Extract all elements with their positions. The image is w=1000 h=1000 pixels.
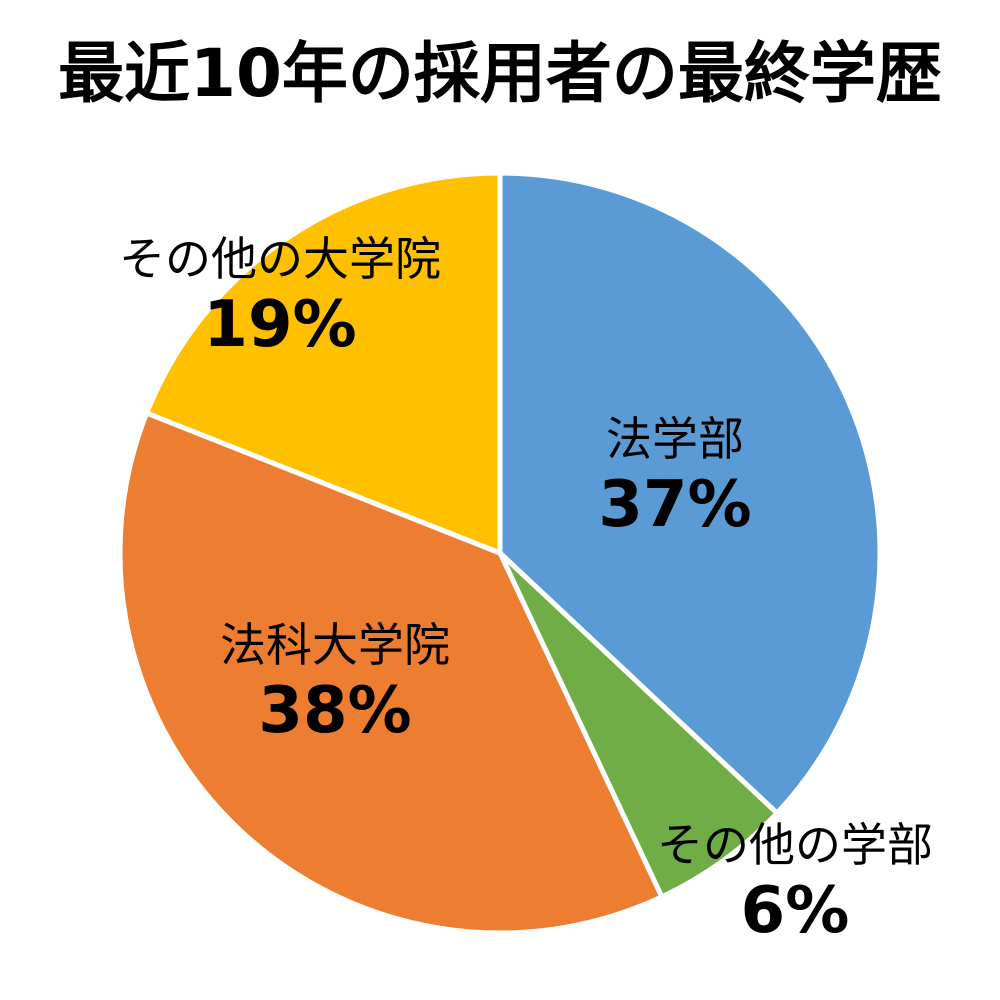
slice-percent: 6% — [740, 874, 850, 949]
slice-label-law-school: 法科大学院 38% — [220, 618, 450, 750]
slice-percent: 19% — [203, 288, 357, 363]
slice-label-other-faculty: その他の学部 6% — [657, 818, 933, 950]
slice-label-law-faculty: 法学部 37% — [598, 412, 751, 544]
pie-slice-other-grad-school — [144, 170, 503, 556]
pie-slice-law-faculty — [497, 170, 883, 816]
slice-name: 法科大学院 — [220, 618, 450, 672]
slice-name: その他の学部 — [657, 818, 933, 872]
pie-slice-other-faculty — [497, 550, 780, 900]
slice-percent: 38% — [258, 674, 412, 749]
slice-name: その他の大学院 — [119, 232, 441, 286]
slice-name: 法学部 — [606, 412, 744, 466]
chart-title: 最近10年の採用者の最終学歴 — [58, 35, 942, 112]
pie-slice-law-school — [117, 410, 665, 936]
slice-percent: 37% — [598, 468, 752, 543]
slice-label-other-grad-school: その他の大学院 19% — [119, 232, 441, 364]
